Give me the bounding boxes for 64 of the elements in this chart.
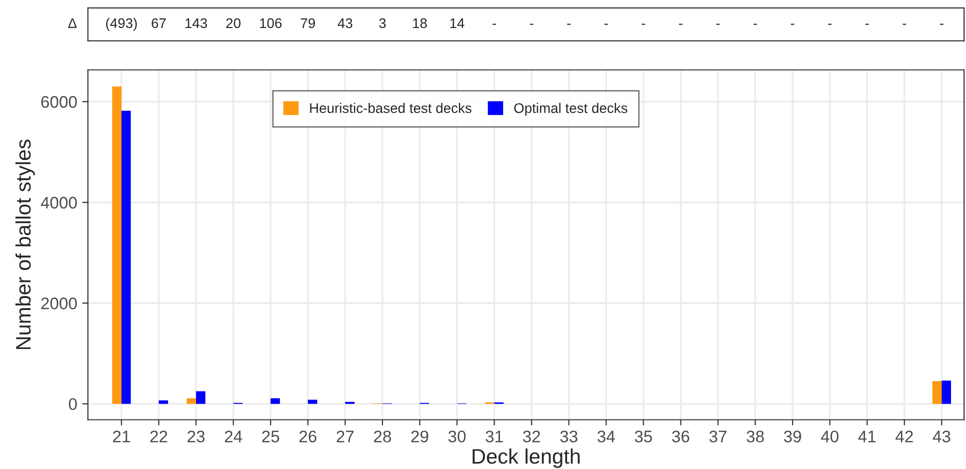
text: 43 — [338, 18, 352, 28]
bar — [112, 86, 122, 404]
text: - — [567, 24, 571, 25]
y-tick-label: 6000 — [41, 96, 77, 108]
x-tick-label: 30 — [448, 430, 466, 442]
text: - — [865, 24, 869, 25]
text: (493) — [106, 18, 137, 31]
x-tick-label: 39 — [784, 430, 802, 442]
text: 3 — [379, 18, 386, 28]
y-axis-title: Number of ballot styles — [15, 140, 35, 350]
x-tick-label: 37 — [709, 430, 726, 442]
x-axis-title: Deck length — [472, 448, 580, 468]
text: 18 — [413, 18, 427, 28]
text: 67 — [152, 18, 166, 28]
x-tick-label: 41 — [858, 430, 876, 442]
x-tick-label: 31 — [486, 430, 503, 442]
text: - — [492, 24, 496, 25]
bar — [932, 381, 942, 404]
x-tick-label: 42 — [896, 430, 913, 442]
text: 143 — [186, 18, 208, 28]
bar — [270, 398, 280, 404]
text: 20 — [226, 18, 240, 28]
x-tick-label: 34 — [598, 430, 615, 442]
y-tick-label: 2000 — [41, 298, 77, 310]
legend-label: Heuristic-based test decks — [310, 102, 472, 114]
text: - — [754, 24, 757, 25]
x-tick-label: 32 — [522, 430, 540, 442]
text: - — [902, 24, 906, 25]
bar — [942, 380, 952, 404]
bar — [158, 400, 168, 404]
text: - — [679, 24, 682, 25]
x-tick-label: 24 — [224, 430, 242, 442]
text: - — [642, 24, 646, 25]
bar — [121, 110, 131, 404]
x-tick-label: 33 — [560, 430, 578, 442]
x-tick-label: 22 — [150, 430, 168, 442]
x-tick-label: 35 — [634, 430, 652, 442]
x-tick-label: 36 — [672, 430, 690, 442]
x-tick-label: 25 — [262, 430, 280, 442]
text: - — [828, 24, 832, 25]
x-tick-label: 40 — [820, 430, 838, 442]
x-tick-label: 38 — [746, 430, 764, 442]
text: - — [604, 24, 608, 25]
text: 14 — [450, 18, 464, 28]
x-tick-label: 43 — [932, 430, 950, 442]
text: - — [790, 24, 794, 25]
x-tick-label: 29 — [411, 430, 428, 442]
bar — [196, 391, 206, 404]
x-tick-label: 27 — [336, 430, 354, 442]
bar — [186, 398, 196, 404]
x-tick-label: 23 — [188, 430, 205, 442]
x-tick-label: 26 — [299, 430, 316, 442]
text: 106 — [260, 18, 282, 28]
text: Δ — [68, 18, 77, 28]
text: - — [716, 24, 720, 25]
x-tick-label: 21 — [113, 430, 130, 442]
legend-label: Optimal test decks — [514, 102, 628, 116]
bar — [308, 400, 318, 404]
y-tick-label: 0 — [68, 398, 77, 410]
text: - — [530, 24, 534, 25]
x-tick-label: 28 — [374, 430, 391, 442]
y-tick-label: 4000 — [40, 196, 77, 209]
text: 79 — [300, 18, 315, 28]
text: - — [940, 24, 944, 25]
